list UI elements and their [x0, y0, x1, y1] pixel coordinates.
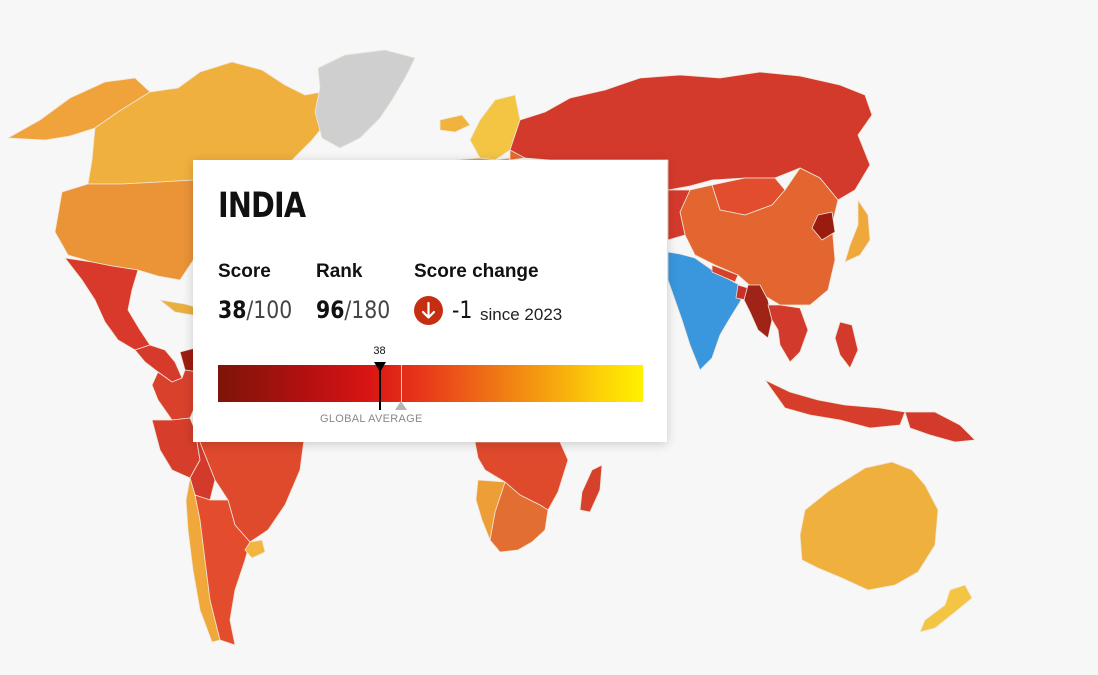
- global-average-label: GLOBAL AVERAGE: [320, 413, 423, 425]
- country-iceland[interactable]: [439, 114, 471, 133]
- score-max: /100: [246, 296, 293, 324]
- score-change-since: since 2023: [480, 305, 563, 324]
- country-mexico[interactable]: [64, 257, 151, 351]
- score-number: 38: [218, 296, 247, 324]
- country-uruguay[interactable]: [244, 539, 266, 559]
- country-new-zealand[interactable]: [919, 584, 973, 633]
- score-change-value: -1: [452, 296, 473, 324]
- country-southeast-asia[interactable]: [767, 304, 809, 363]
- score-value: 38/100: [218, 296, 292, 324]
- rank-max: /180: [344, 296, 391, 324]
- country-myanmar[interactable]: [743, 284, 773, 339]
- rank-value: 96/180: [316, 296, 390, 324]
- score-scale-bar: [218, 365, 643, 402]
- country-australia[interactable]: [799, 461, 939, 591]
- arrow-down-icon: [414, 296, 443, 325]
- score-change-label: Score change: [414, 261, 539, 282]
- country-argentina[interactable]: [194, 494, 251, 646]
- country-name: INDIA: [218, 186, 306, 226]
- score-marker-line: [378, 364, 381, 410]
- rank-number: 96: [316, 296, 345, 324]
- country-papua-new-guinea[interactable]: [904, 411, 976, 443]
- score-label: Score: [218, 261, 271, 282]
- country-philippines[interactable]: [834, 321, 859, 369]
- rank-label: Rank: [316, 261, 363, 282]
- country-madagascar[interactable]: [579, 464, 603, 513]
- average-marker-line: [400, 365, 402, 409]
- country-nepal[interactable]: [711, 264, 739, 283]
- country-namibia[interactable]: [475, 479, 506, 541]
- country-greenland[interactable]: [314, 49, 416, 149]
- average-marker-triangle: [394, 401, 407, 410]
- country-indonesia[interactable]: [764, 379, 906, 429]
- score-marker-label: 38: [373, 345, 386, 357]
- country-info-card: INDIA Score Rank Score change 38/100 96/…: [193, 160, 667, 442]
- country-korea[interactable]: [811, 211, 836, 241]
- country-china[interactable]: [679, 167, 839, 306]
- country-central-asia[interactable]: [667, 189, 691, 241]
- country-india[interactable]: [667, 251, 746, 371]
- score-marker-triangle: [373, 362, 386, 372]
- country-japan[interactable]: [844, 199, 871, 263]
